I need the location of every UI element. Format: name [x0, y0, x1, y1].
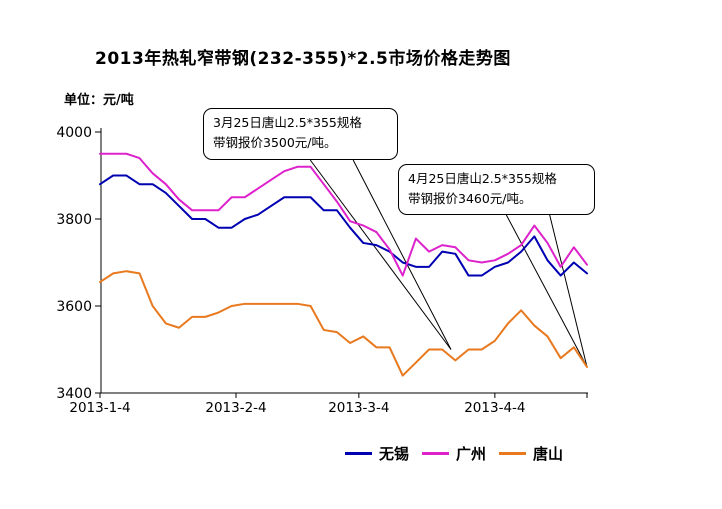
callout-april-25: 4月25日唐山2.5*355规格 带钢报价3460元/吨。: [398, 164, 595, 215]
y-axis-tick-label: 3600: [56, 299, 92, 315]
callout-text-line: 带钢报价3460元/吨。: [408, 191, 532, 206]
callout-leader-line: [505, 214, 588, 368]
series-line-唐山: [99, 270, 588, 377]
legend-label: 唐山: [533, 445, 564, 463]
callout-text-line: 带钢报价3500元/吨。: [213, 135, 337, 150]
callout-leader-line: [309, 159, 452, 350]
unit-label: 单位：元/吨: [64, 93, 134, 108]
x-axis-tick-label: 2013-1-4: [69, 400, 130, 416]
series-line-无锡: [99, 174, 588, 277]
legend-line-swatch: [345, 452, 372, 455]
x-axis-tick-label: 2013-3-4: [328, 400, 389, 416]
x-axis-tick-label: 2013-2-4: [205, 400, 266, 416]
legend-item: 广州: [422, 443, 486, 464]
page-title: 2013年热轧窄带钢(232-355)*2.5市场价格走势图: [95, 49, 511, 69]
callout-leader-line: [549, 214, 588, 368]
y-axis-tick-label: 4000: [56, 125, 92, 141]
callout-leader-line: [352, 159, 452, 350]
legend: 无锡 广州 唐山: [345, 443, 563, 464]
callout-text-line: 3月25日唐山2.5*355规格: [213, 115, 362, 130]
y-axis-tick-label: 3800: [56, 212, 92, 228]
legend-label: 广州: [456, 445, 487, 463]
legend-item: 唐山: [499, 443, 563, 464]
legend-line-swatch: [499, 452, 527, 455]
legend-line-swatch: [422, 452, 450, 455]
legend-label: 无锡: [379, 445, 410, 463]
callout-march-25: 3月25日唐山2.5*355规格 带钢报价3500元/吨。: [203, 108, 398, 160]
callout-text-line: 4月25日唐山2.5*355规格: [408, 171, 557, 186]
legend-item: 无锡: [345, 443, 409, 464]
series-line-广州: [99, 152, 588, 277]
x-axis-tick-label: 2013-4-4: [464, 400, 525, 416]
y-axis-tick-label: 3400: [56, 386, 92, 402]
